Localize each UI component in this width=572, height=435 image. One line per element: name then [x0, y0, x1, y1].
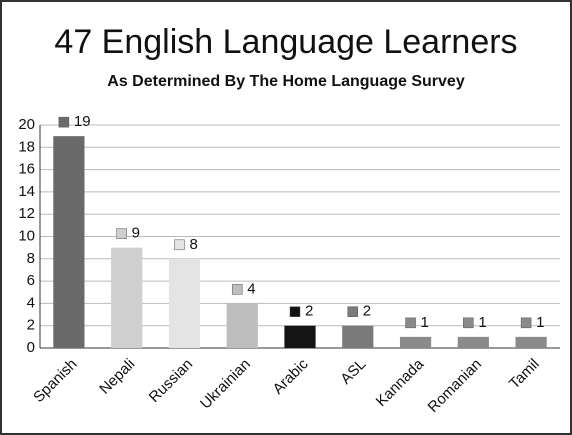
data-label: 9 [132, 225, 140, 242]
y-tick-label: 6 [27, 272, 35, 289]
label-key [174, 239, 185, 251]
y-tick-label: 2 [27, 317, 35, 334]
y-tick-label: 16 [18, 161, 35, 178]
data-label: 4 [247, 280, 255, 297]
y-tick-label: 20 [18, 116, 35, 133]
bar [399, 336, 432, 348]
label-key [289, 306, 301, 317]
data-label: 1 [421, 314, 429, 331]
data-label: 1 [478, 314, 486, 331]
y-tick-label: 8 [27, 250, 35, 267]
data-label: 8 [189, 236, 197, 253]
bar [53, 136, 85, 348]
y-tick-label: 18 [18, 138, 35, 155]
data-label: 1 [536, 314, 544, 331]
bar [168, 258, 201, 348]
label-key [520, 317, 532, 329]
bar [457, 336, 489, 348]
label-key [231, 284, 243, 295]
y-tick-label: 0 [27, 339, 35, 356]
label-key [463, 317, 474, 329]
bar [342, 325, 374, 348]
data-label: 2 [305, 303, 313, 320]
chart-subtitle: As Determined By The Home Language Surve… [107, 73, 465, 90]
data-label: 19 [74, 113, 91, 130]
label-key [347, 306, 359, 317]
label-key [116, 228, 127, 239]
data-label: 2 [363, 303, 371, 320]
y-tick-label: 14 [18, 183, 35, 200]
y-tick-label: 4 [27, 294, 35, 311]
label-key [405, 317, 416, 329]
chart-title: 47 English Language Learners [54, 23, 517, 61]
y-tick-label: 10 [18, 227, 35, 244]
bar [111, 247, 143, 348]
label-key [58, 116, 70, 128]
bar [226, 303, 258, 348]
bar [284, 325, 316, 348]
y-tick-label: 12 [18, 205, 35, 222]
bar [515, 336, 547, 348]
